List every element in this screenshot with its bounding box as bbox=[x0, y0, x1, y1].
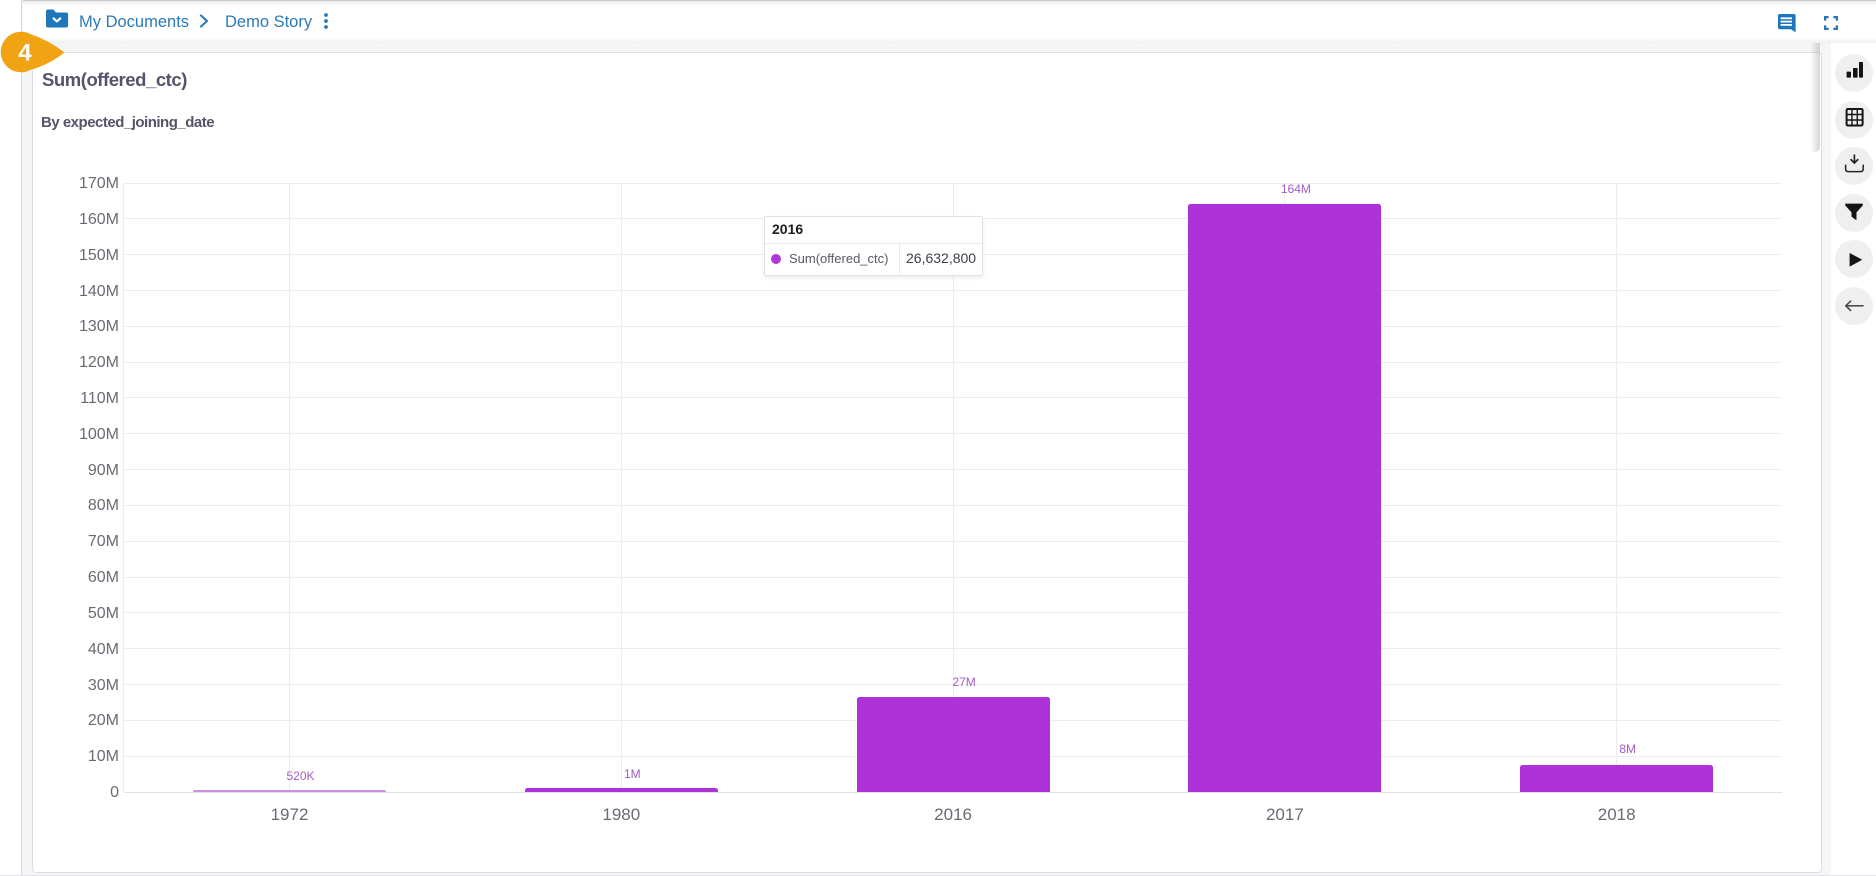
svg-text:4: 4 bbox=[18, 40, 32, 67]
